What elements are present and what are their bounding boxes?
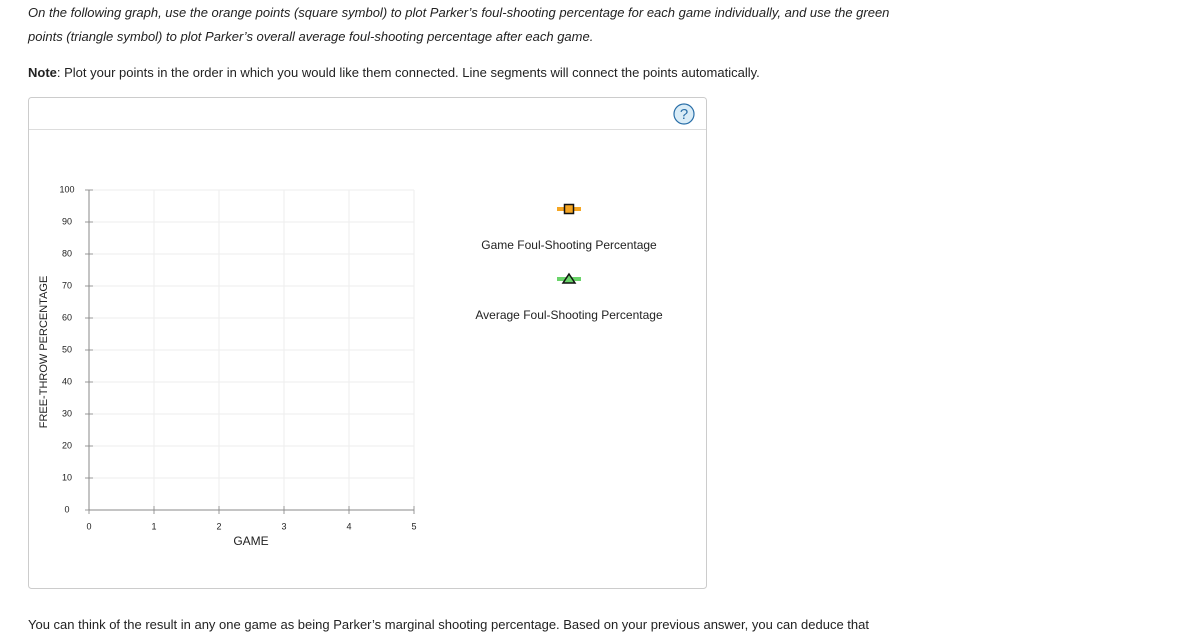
- note-label: Note: [28, 65, 57, 80]
- help-button[interactable]: ?: [673, 103, 695, 125]
- y-tick-label: 90: [62, 216, 72, 226]
- legend-triangle[interactable]: [561, 272, 577, 284]
- help-circle[interactable]: [673, 103, 695, 125]
- instruction-line: points (triangle symbol) to plot Parker’…: [28, 29, 594, 44]
- y-tick-label: 40: [62, 376, 72, 386]
- note-text: : Plot your points in the order in which…: [56, 65, 760, 80]
- y-tick-label: 100: [59, 184, 74, 194]
- x-tick-label: 2: [216, 521, 221, 531]
- y-tick-label: 0: [64, 504, 69, 514]
- x-tick-label: 5: [411, 521, 416, 531]
- graph-panel: ? 0 10 20 30 40 50 60 70 80 90 100 0 1 2 3 4 5 GAME FREE-T…: [28, 97, 707, 589]
- legend-label[interactable]: Game Foul-Shooting Percentage: [481, 238, 657, 252]
- legend-tool[interactable]: Game Foul-Shooting Percentage: [481, 203, 657, 253]
- legend-label[interactable]: Average Foul-Shooting Percentage: [475, 308, 663, 322]
- footer-text: You can think of the result in any one g…: [28, 617, 869, 632]
- x-tick-label: 3: [281, 521, 286, 531]
- y-tick-label: 30: [62, 408, 72, 418]
- y-axis-title: FREE-THROW PERCENTAGE: [38, 276, 50, 429]
- y-tick-label: 20: [62, 440, 72, 450]
- instruction-line: On the following graph, use the orange p…: [28, 5, 890, 20]
- y-tick-label: 50: [62, 344, 72, 354]
- x-tick-label: 4: [346, 521, 351, 531]
- y-tick-label: 60: [62, 312, 72, 322]
- panel-border: [28, 97, 707, 589]
- x-tick-label: 0: [86, 521, 91, 531]
- legend-tool[interactable]: Average Foul-Shooting Percentage: [475, 272, 663, 322]
- note: Note: Plot your points in the order in w…: [28, 65, 760, 80]
- x-tick-label: 1: [151, 521, 156, 531]
- legend-square[interactable]: [563, 203, 575, 215]
- x-axis-title: GAME: [233, 534, 268, 548]
- help-icon[interactable]: ?: [680, 106, 688, 123]
- y-tick-label: 10: [62, 472, 72, 482]
- y-tick-label: 70: [62, 280, 72, 290]
- y-tick-label: 80: [62, 248, 72, 258]
